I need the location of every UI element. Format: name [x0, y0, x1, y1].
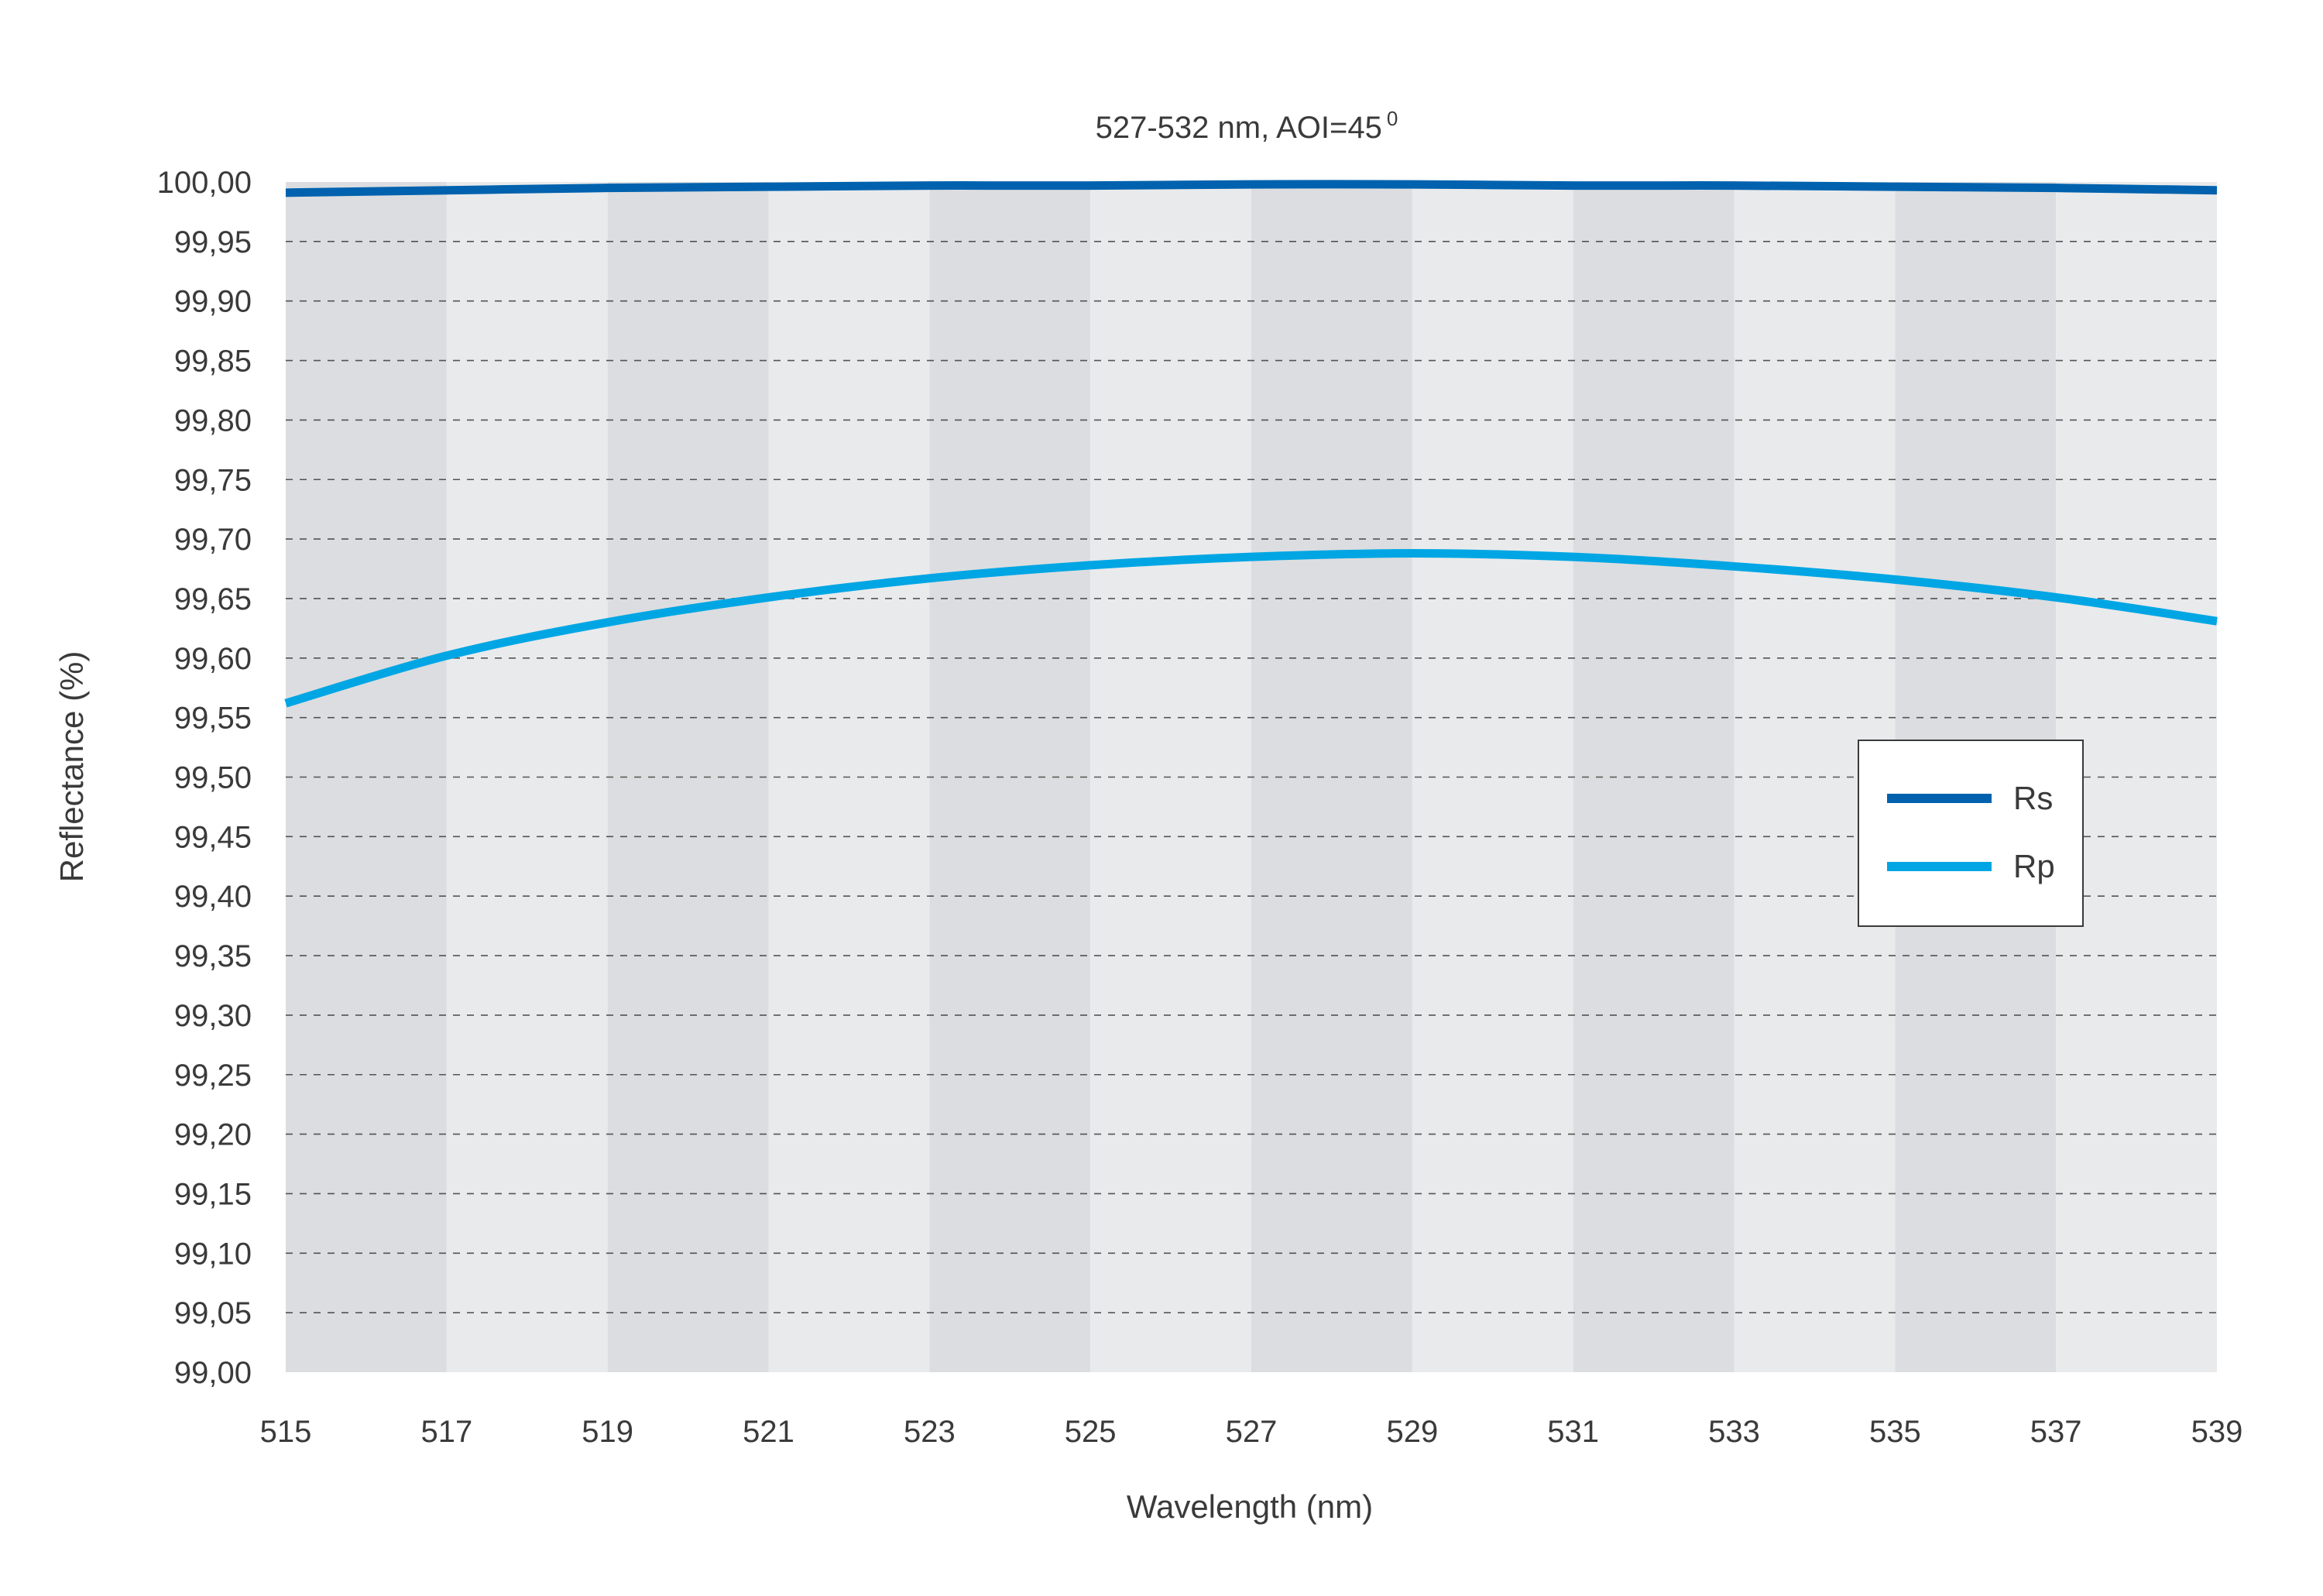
chart-title: 527-532 nm, AOI=45 0 [1096, 107, 1398, 145]
y-tick-label: 99,50 [174, 761, 252, 795]
y-tick-label: 99,05 [174, 1296, 252, 1330]
y-tick-labels: 99,00 99,05 99,10 99,15 99,20 99,25 99,30 99,35… [157, 166, 252, 1390]
x-tick-label: 537 [2030, 1415, 2082, 1449]
x-tick-label: 535 [1869, 1415, 1921, 1449]
background-band [1412, 182, 1573, 1372]
x-tick-label: 515 [260, 1415, 312, 1449]
series-line-rs [285, 180, 2218, 197]
series-layer [284, 180, 2218, 708]
legend: Rs Rp [1858, 740, 2084, 927]
y-tick-label: 99,40 [174, 880, 252, 914]
series-line-rp [284, 549, 2218, 708]
y-tick-label: 99,95 [174, 225, 252, 259]
y-tick-label: 99,45 [174, 820, 252, 854]
x-tick-label: 527 [1226, 1415, 1278, 1449]
legend-box [1858, 740, 2084, 927]
y-tick-label: 99,25 [174, 1059, 252, 1093]
x-tick-label: 519 [582, 1415, 633, 1449]
x-tick-label: 517 [420, 1415, 472, 1449]
x-axis-label: Wavelength (nm) [1127, 1488, 1373, 1525]
x-tick-label: 523 [904, 1415, 956, 1449]
x-tick-label: 539 [2191, 1415, 2243, 1449]
background-band [929, 182, 1091, 1372]
y-tick-label: 99,70 [174, 523, 252, 557]
y-tick-label: 99,85 [174, 345, 252, 379]
x-tick-label: 529 [1386, 1415, 1438, 1449]
y-tick-label: 99,75 [174, 463, 252, 497]
y-tick-label: 99,30 [174, 999, 252, 1033]
y-tick-label: 99,65 [174, 582, 252, 616]
x-tick-label: 533 [1708, 1415, 1760, 1449]
x-tick-label: 521 [743, 1415, 794, 1449]
title-superscript: 0 [1387, 107, 1398, 130]
x-tick-labels: 515 517 519 521 523 525 527 529 531 533 535 537 539 [260, 1415, 2243, 1449]
y-tick-label: 99,60 [174, 642, 252, 676]
y-tick-label: 99,10 [174, 1237, 252, 1271]
x-tick-label: 531 [1547, 1415, 1599, 1449]
y-tick-label: 99,90 [174, 285, 252, 319]
y-tick-label: 99,00 [174, 1356, 252, 1390]
y-tick-label: 99,55 [174, 702, 252, 736]
y-axis-label: Reflectance (%) [53, 651, 90, 883]
legend-label-rp: Rp [2013, 848, 2055, 884]
y-tick-label: 99,80 [174, 403, 252, 438]
y-tick-label: 99,15 [174, 1177, 252, 1211]
y-tick-label: 99,20 [174, 1118, 252, 1152]
y-tick-label: 99,35 [174, 939, 252, 973]
background-band [607, 182, 769, 1372]
y-tick-label: 100,00 [157, 166, 252, 200]
legend-label-rs: Rs [2013, 780, 2053, 816]
background-band [286, 182, 447, 1372]
x-tick-label: 525 [1065, 1415, 1117, 1449]
